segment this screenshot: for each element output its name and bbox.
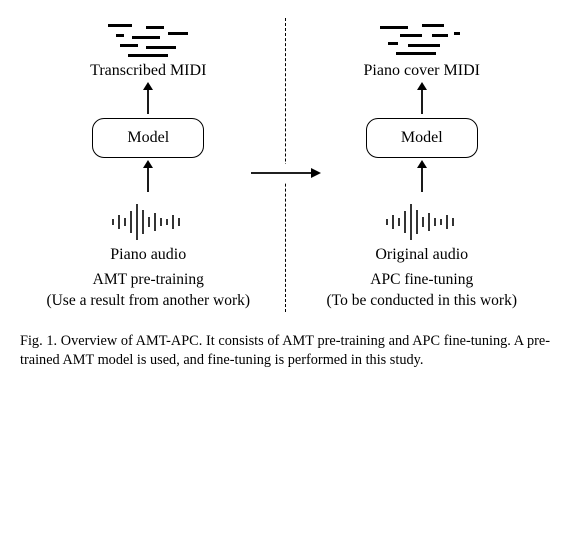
arrow-up-right-2 xyxy=(413,160,431,194)
stage-right: APC fine-tuning (To be conducted in this… xyxy=(327,270,517,312)
stage-title-right: APC fine-tuning xyxy=(370,271,473,288)
arrow-up-left-1 xyxy=(139,82,157,116)
arrow-right xyxy=(247,164,323,182)
model-box-left: Model xyxy=(92,118,204,158)
figure-caption: Fig. 1. Overview of AMT-APC. It consists… xyxy=(18,332,552,370)
model-box-right: Model xyxy=(366,118,478,158)
top-label-right: Piano cover MIDI xyxy=(364,62,480,80)
stage-title-left: AMT pre-training xyxy=(93,271,204,288)
figure: Transcribed MIDI Model Piano audio AMT p… xyxy=(0,0,570,384)
right-column: Piano cover MIDI Model Original audio AP… xyxy=(292,18,553,312)
arrow-up-right-1 xyxy=(413,82,431,116)
waveform-left xyxy=(110,198,186,246)
midi-notes-right xyxy=(372,18,472,62)
left-column: Transcribed MIDI Model Piano audio AMT p… xyxy=(18,18,279,312)
stage-sub-left: (Use a result from another work) xyxy=(46,292,250,309)
stage-left: AMT pre-training (Use a result from anot… xyxy=(46,270,250,312)
audio-label-left: Piano audio xyxy=(110,246,186,264)
top-label-left: Transcribed MIDI xyxy=(90,62,206,80)
diagram-row: Transcribed MIDI Model Piano audio AMT p… xyxy=(18,18,552,312)
arrow-up-left-2 xyxy=(139,160,157,194)
stage-sub-right: (To be conducted in this work) xyxy=(327,292,517,309)
waveform-right xyxy=(384,198,460,246)
audio-label-right: Original audio xyxy=(375,246,468,264)
midi-notes-left xyxy=(98,18,198,62)
